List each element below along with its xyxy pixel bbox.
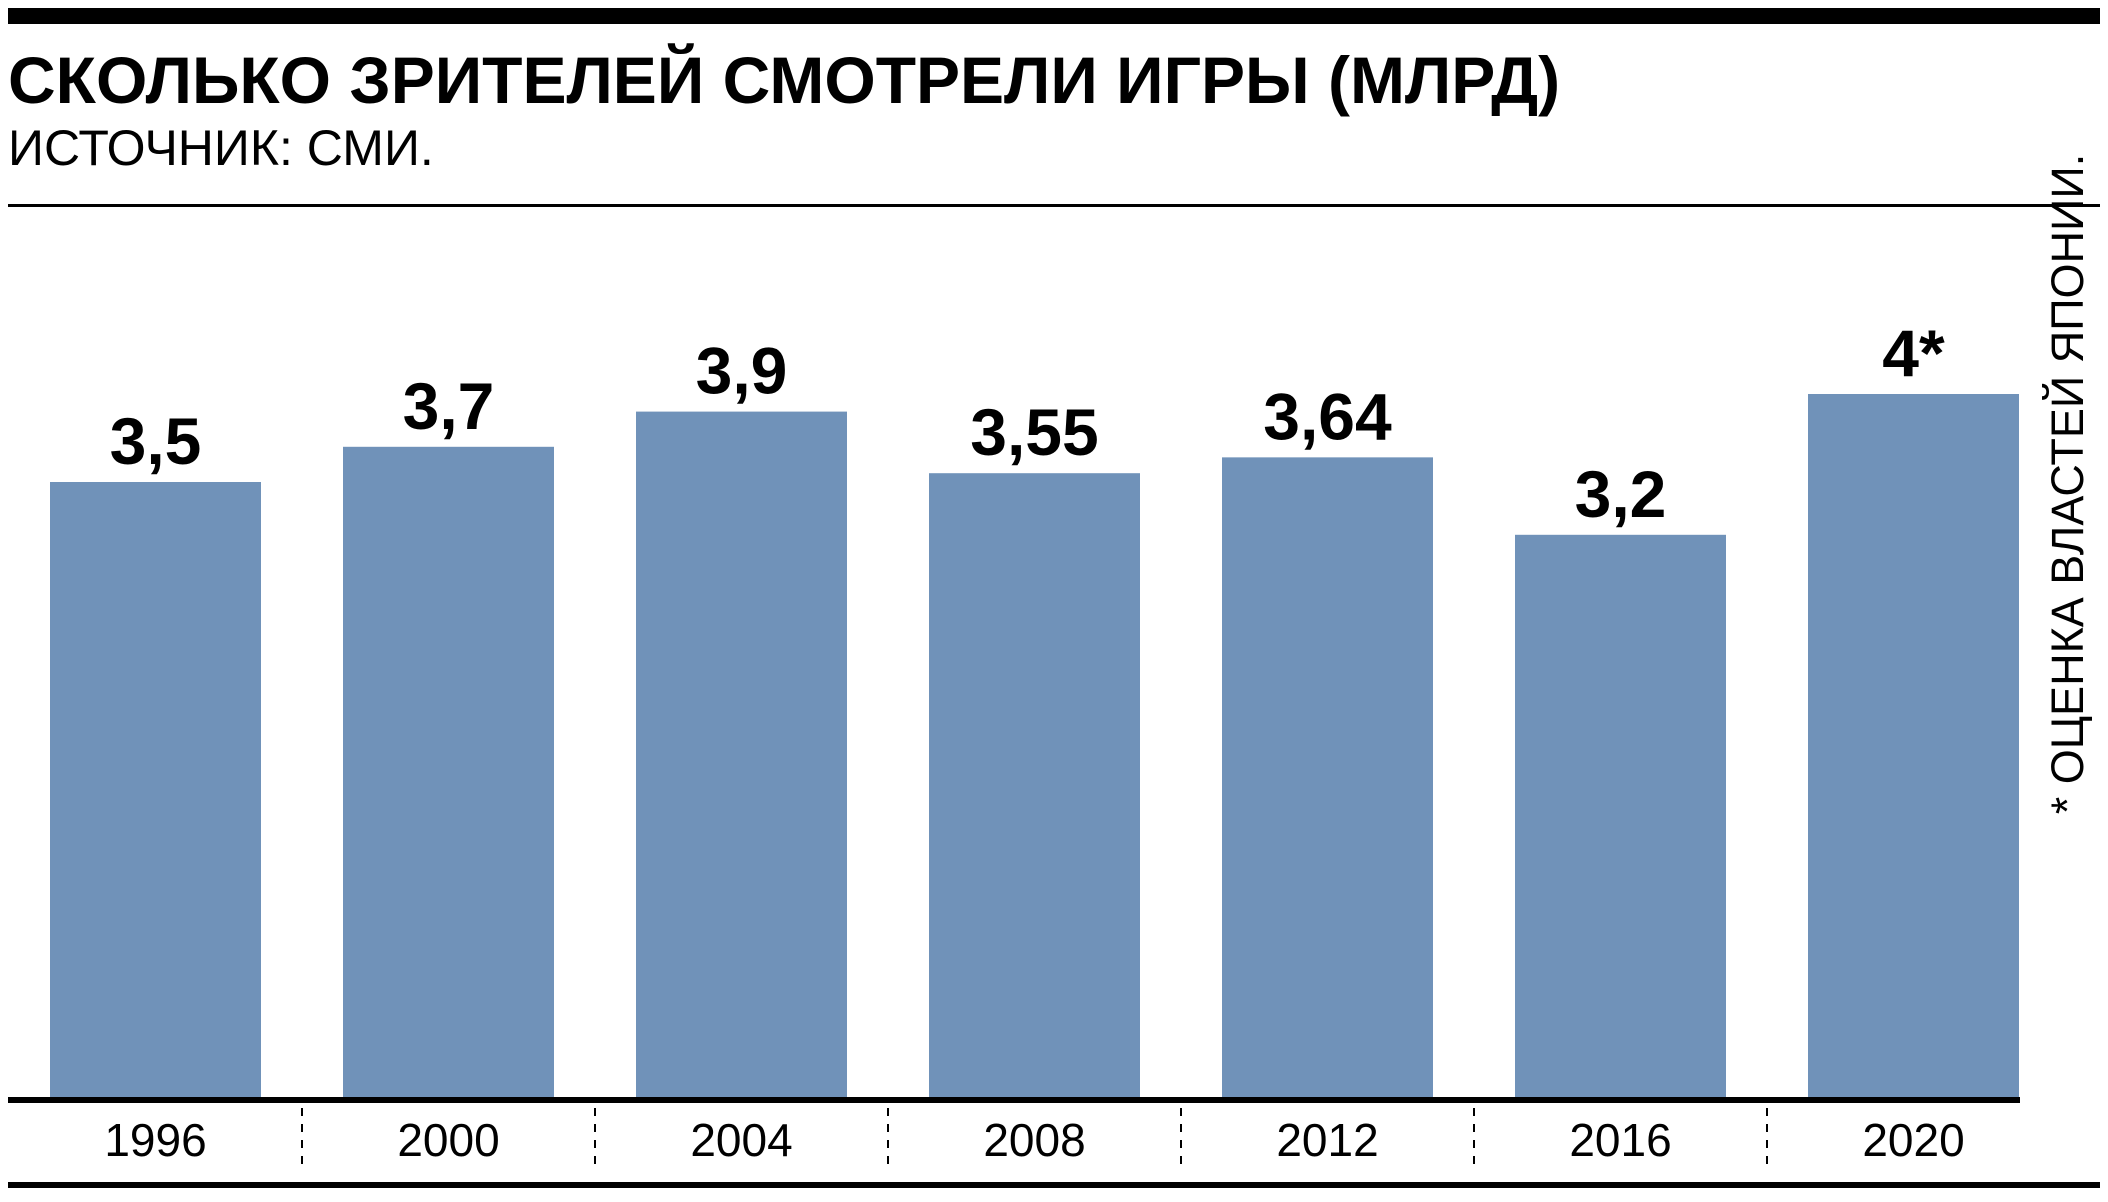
bar-2020 bbox=[1808, 394, 2019, 1098]
value-label-2012: 3,64 bbox=[1263, 379, 1392, 453]
bar-1996 bbox=[50, 482, 261, 1098]
x-tick-label-2004: 2004 bbox=[690, 1114, 792, 1166]
value-label-2000: 3,7 bbox=[403, 369, 495, 443]
bar-2012 bbox=[1222, 457, 1433, 1098]
value-label-2020: 4* bbox=[1882, 316, 1945, 390]
x-tick-label-2008: 2008 bbox=[983, 1114, 1085, 1166]
x-tick-label-2012: 2012 bbox=[1276, 1114, 1378, 1166]
top-rule bbox=[8, 8, 2100, 24]
value-label-1996: 3,5 bbox=[110, 404, 202, 478]
x-tick-label-2016: 2016 bbox=[1569, 1114, 1671, 1166]
x-axis-baseline bbox=[8, 1097, 2020, 1103]
x-tick-label-2000: 2000 bbox=[397, 1114, 499, 1166]
chart-title: СКОЛЬКО ЗРИТЕЛЕЙ СМОТРЕЛИ ИГРЫ (МЛРД) bbox=[8, 43, 1561, 117]
header-divider bbox=[8, 204, 2100, 207]
value-label-2004: 3,9 bbox=[696, 334, 788, 408]
value-label-2008: 3,55 bbox=[970, 395, 1098, 469]
chart-source: ИСТОЧНИК: СМИ. bbox=[8, 120, 434, 176]
bottom-rule bbox=[8, 1182, 2100, 1188]
value-label-2016: 3,2 bbox=[1575, 457, 1667, 531]
bar-2000 bbox=[343, 446, 554, 1098]
x-tick-label-1996: 1996 bbox=[104, 1114, 206, 1166]
bar-2008 bbox=[929, 473, 1140, 1098]
x-tick-label-2020: 2020 bbox=[1862, 1114, 1964, 1166]
bar-2016 bbox=[1515, 534, 1726, 1098]
bar-2004 bbox=[636, 411, 847, 1099]
footnote: * ОЦЕНКА ВЛАСТЕЙ ЯПОНИИ. bbox=[2042, 153, 2093, 815]
